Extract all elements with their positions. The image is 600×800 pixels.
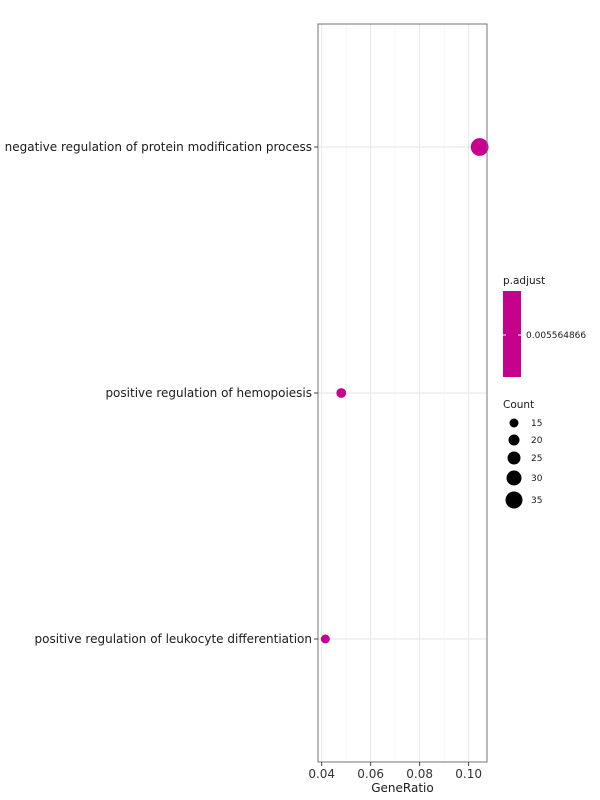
x-tick-label: 0.04 (308, 767, 335, 781)
x-axis-title: GeneRatio (371, 781, 433, 795)
points-layer (320, 138, 489, 644)
x-tick-label: 0.06 (357, 767, 384, 781)
size-legend-label: 20 (531, 436, 543, 446)
y-axis: negative regulation of protein modificat… (5, 140, 318, 646)
data-point (320, 634, 330, 644)
y-tick-label: negative regulation of protein modificat… (5, 140, 312, 154)
x-axis: 0.04 0.06 0.08 0.10 (308, 762, 482, 781)
size-legend-key (508, 434, 520, 446)
data-point (336, 388, 347, 398)
size-legend-label: 35 (531, 496, 542, 506)
size-legend-key (509, 418, 519, 428)
size-legend-label: 25 (531, 454, 542, 464)
size-legend-key (505, 491, 523, 509)
data-point (470, 138, 489, 156)
size-legend-label: 15 (531, 419, 542, 429)
y-tick-label: positive regulation of hemopoiesis (105, 386, 312, 400)
legend: p.adjust 0.005564866 Count 15 20 25 30 35 (503, 275, 586, 509)
size-legend-title: Count (503, 399, 534, 411)
x-tick-label: 0.08 (406, 767, 433, 781)
color-legend-bar (503, 291, 521, 377)
size-legend-key (507, 451, 521, 465)
color-legend-title: p.adjust (503, 275, 545, 287)
color-legend-label: 0.005564866 (526, 331, 586, 341)
x-tick-label: 0.10 (455, 767, 482, 781)
size-legend-key (506, 470, 522, 486)
y-tick-label: positive regulation of leukocyte differe… (35, 632, 312, 646)
size-legend-label: 30 (531, 474, 543, 484)
